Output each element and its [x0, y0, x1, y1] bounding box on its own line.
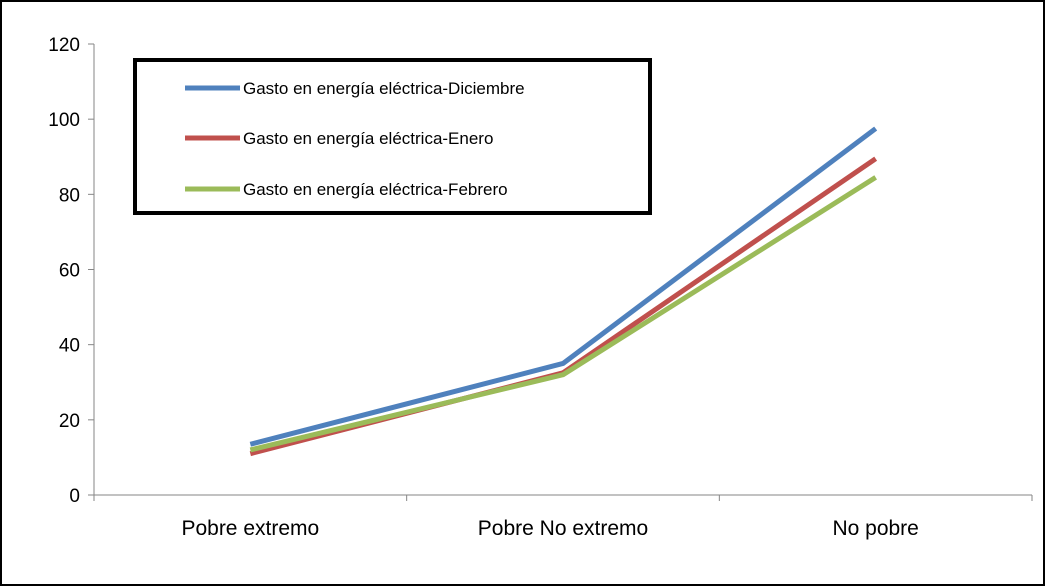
y-tick-label: 100	[48, 110, 80, 131]
y-tick-label: 80	[59, 185, 80, 206]
legend-label: Gasto en energía eléctrica-Febrero	[243, 180, 508, 199]
legend-label: Gasto en energía eléctrica-Diciembre	[243, 79, 525, 98]
x-axis-ticks: Pobre extremo Pobre No extremo No pobre	[93, 495, 1033, 540]
series-lines	[249, 126, 878, 457]
series-line-2	[249, 175, 878, 453]
y-tick-label: 0	[69, 486, 80, 507]
x-category-label: Pobre extremo	[181, 517, 319, 540]
series-line-0	[249, 126, 878, 447]
y-axis-ticks: 0 20 40 60 80 100 120	[48, 35, 94, 507]
y-tick-label: 120	[48, 35, 80, 56]
legend: Gasto en energía eléctrica-Diciembre Gast…	[133, 58, 652, 215]
y-tick-label: 60	[59, 261, 80, 282]
legend-label: Gasto en energía eléctrica-Enero	[243, 129, 493, 148]
x-category-label: Pobre No extremo	[478, 517, 648, 540]
x-category-label: No pobre	[832, 517, 918, 540]
y-tick-label: 20	[59, 411, 80, 432]
y-tick-label: 40	[59, 336, 80, 357]
